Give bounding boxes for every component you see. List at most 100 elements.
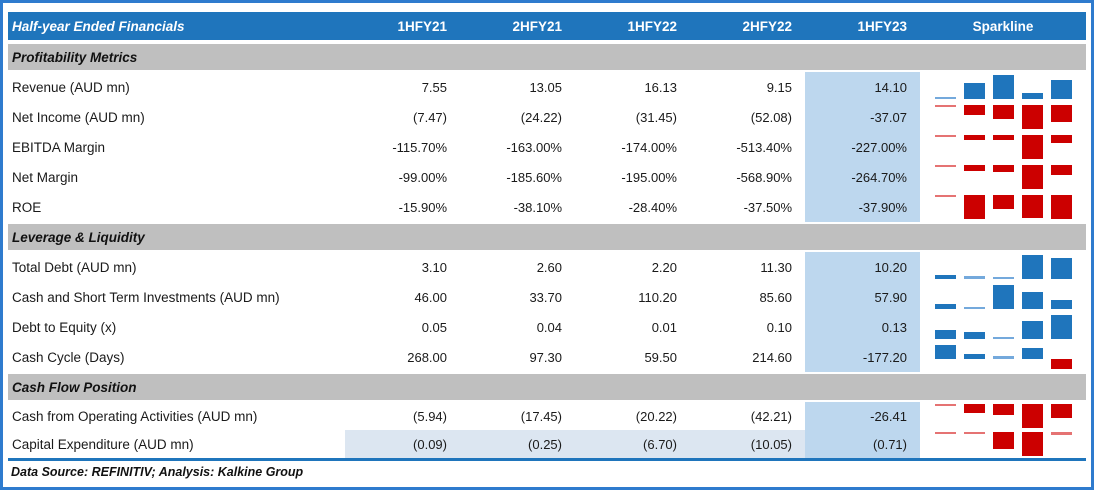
- column-header-1hfy21: 1HFY21: [397, 18, 447, 34]
- sparkline-bar: [934, 345, 956, 360]
- sparkline-bar: [1021, 432, 1043, 456]
- sparkline-cell: [920, 252, 1086, 282]
- sparkline-bar: [963, 354, 985, 360]
- sparkline-bar: [1050, 315, 1072, 339]
- column-header-2hfy21: 2HFY21: [512, 18, 562, 34]
- sparkline: [934, 345, 1072, 369]
- value-cell: -513.40%: [736, 139, 792, 155]
- sparkline-bar: [1050, 404, 1072, 419]
- value-cell: (6.70): [575, 430, 690, 458]
- value-cell: -195.00%: [621, 169, 677, 185]
- value-cell: -15.90%: [398, 199, 447, 215]
- value-cell: -174.00%: [621, 139, 677, 155]
- table-row: Total Debt (AUD mn) 3.10 2.60 2.20 11.30 10.2…: [8, 252, 1086, 282]
- row-label: Capital Expenditure (AUD mn): [12, 436, 194, 452]
- sparkline-bar: [963, 165, 985, 172]
- value-cell: -163.00%: [506, 139, 562, 155]
- value-cell: (0.71): [805, 430, 920, 458]
- value-cell: -99.00%: [398, 169, 447, 185]
- row-label: Total Debt (AUD mn): [12, 259, 137, 275]
- bottom-rule: [8, 458, 1086, 461]
- sparkline-bar: [1021, 135, 1043, 159]
- table-header-row: Half-year Ended Financials 1HFY21 2HFY21…: [8, 12, 1086, 42]
- table-row: EBITDA Margin -115.70% -163.00% -174.00% -51…: [8, 132, 1086, 162]
- value-cell: (5.94): [413, 408, 447, 424]
- value-cell: (0.25): [460, 430, 575, 458]
- value-cell: (10.05): [690, 430, 805, 458]
- row-label: Net Income (AUD mn): [12, 109, 145, 125]
- sparkline-bar: [963, 105, 985, 116]
- sparkline-bar: [934, 165, 956, 167]
- row-label: Net Margin: [12, 169, 79, 185]
- value-cell: (24.22): [520, 109, 562, 125]
- sparkline: [934, 255, 1072, 279]
- value-cell: 97.30: [529, 349, 562, 365]
- table-row: Cash Cycle (Days) 268.00 97.30 59.50 214.60-…: [8, 342, 1086, 372]
- row-label: EBITDA Margin: [12, 139, 106, 155]
- sparkline-bar: [1050, 105, 1072, 122]
- sparkline-bar: [992, 337, 1014, 339]
- value-cell: -227.00%: [805, 132, 920, 162]
- sparkline-bar: [963, 307, 985, 309]
- sparkline-cell: [920, 282, 1086, 312]
- value-cell: 11.30: [760, 259, 792, 275]
- sparkline-bar: [1021, 105, 1043, 129]
- table-row: Cash from Operating Activities (AUD mn) (…: [8, 402, 1086, 430]
- column-header-2hfy22: 2HFY22: [742, 18, 792, 34]
- sparkline-bar: [1050, 80, 1072, 99]
- value-cell: 33.70: [529, 289, 562, 305]
- sparkline-bar: [963, 82, 985, 99]
- value-cell: -37.50%: [743, 199, 792, 215]
- value-cell: -177.20: [805, 342, 920, 372]
- sparkline-bar: [934, 432, 956, 434]
- sparkline-bar: [963, 135, 985, 140]
- value-cell: 268.00: [407, 349, 447, 365]
- sparkline-bar: [992, 277, 1014, 279]
- table-title: Half-year Ended Financials: [12, 18, 185, 34]
- section-header: Profitability Metrics: [8, 42, 1086, 72]
- sparkline-bar: [992, 195, 1014, 210]
- sparkline: [934, 195, 1072, 219]
- sparkline-bar: [992, 432, 1014, 449]
- value-cell: 110.20: [638, 289, 677, 305]
- sparkline-bar: [1050, 257, 1072, 279]
- sparkline-bar: [963, 331, 985, 339]
- sparkline-bar: [992, 165, 1014, 172]
- sparkline-bar: [934, 404, 956, 406]
- sparkline-cell: [920, 162, 1086, 192]
- value-cell: 0.10: [766, 319, 792, 335]
- sparkline-cell: [920, 312, 1086, 342]
- value-cell: (0.09): [345, 430, 460, 458]
- value-cell: 7.55: [421, 79, 447, 95]
- row-label: Debt to Equity (x): [12, 319, 117, 335]
- value-cell: -26.41: [805, 402, 920, 430]
- sparkline-bar: [1021, 404, 1043, 428]
- sparkline-bar: [1021, 165, 1043, 189]
- sparkline-cell: [920, 430, 1086, 458]
- sparkline-bar: [1050, 359, 1072, 369]
- sparkline-bar: [1021, 292, 1043, 309]
- row-label: Cash and Short Term Investments (AUD mn): [12, 289, 280, 305]
- sparkline-bar: [934, 135, 956, 137]
- sparkline: [934, 285, 1072, 309]
- value-cell: (20.22): [635, 408, 677, 424]
- sparkline-bar: [934, 303, 956, 309]
- value-cell: -28.40%: [628, 199, 677, 215]
- sparkline-bar: [1021, 347, 1043, 360]
- value-cell: (17.45): [520, 408, 562, 424]
- value-cell: (52.08): [750, 109, 792, 125]
- value-cell: 14.10: [805, 72, 920, 102]
- sparkline-bar: [1050, 195, 1072, 219]
- value-cell: -115.70%: [392, 139, 447, 155]
- value-cell: 9.15: [766, 79, 792, 95]
- source-note: Data Source: REFINITIV; Analysis: Kalkin…: [11, 465, 304, 479]
- sparkline-column-header: Sparkline: [972, 18, 1034, 34]
- value-cell: -37.07: [805, 102, 920, 132]
- value-cell: (31.45): [635, 109, 677, 125]
- sparkline-bar: [934, 97, 956, 99]
- value-cell: 85.60: [759, 289, 792, 305]
- value-cell: 214.60: [752, 349, 792, 365]
- sparkline: [934, 135, 1072, 159]
- sparkline-bar: [963, 276, 985, 279]
